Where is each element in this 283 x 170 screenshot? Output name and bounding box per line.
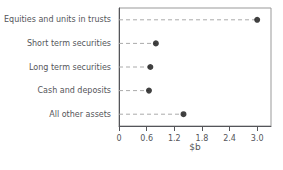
svg-text:0.6: 0.6 (140, 134, 153, 143)
svg-text:1.8: 1.8 (196, 134, 209, 143)
svg-text:Cash and deposits: Cash and deposits (37, 86, 111, 95)
svg-text:$b: $b (189, 142, 201, 152)
svg-text:All other assets: All other assets (49, 110, 111, 119)
svg-text:1.2: 1.2 (168, 134, 181, 143)
svg-text:0: 0 (116, 134, 121, 143)
svg-text:2.4: 2.4 (223, 134, 236, 143)
svg-text:Short term securities: Short term securities (27, 39, 111, 48)
svg-text:Long term securities: Long term securities (29, 63, 111, 72)
svg-text:3.0: 3.0 (251, 134, 264, 143)
svg-text:Equities and units in trusts: Equities and units in trusts (4, 15, 111, 24)
